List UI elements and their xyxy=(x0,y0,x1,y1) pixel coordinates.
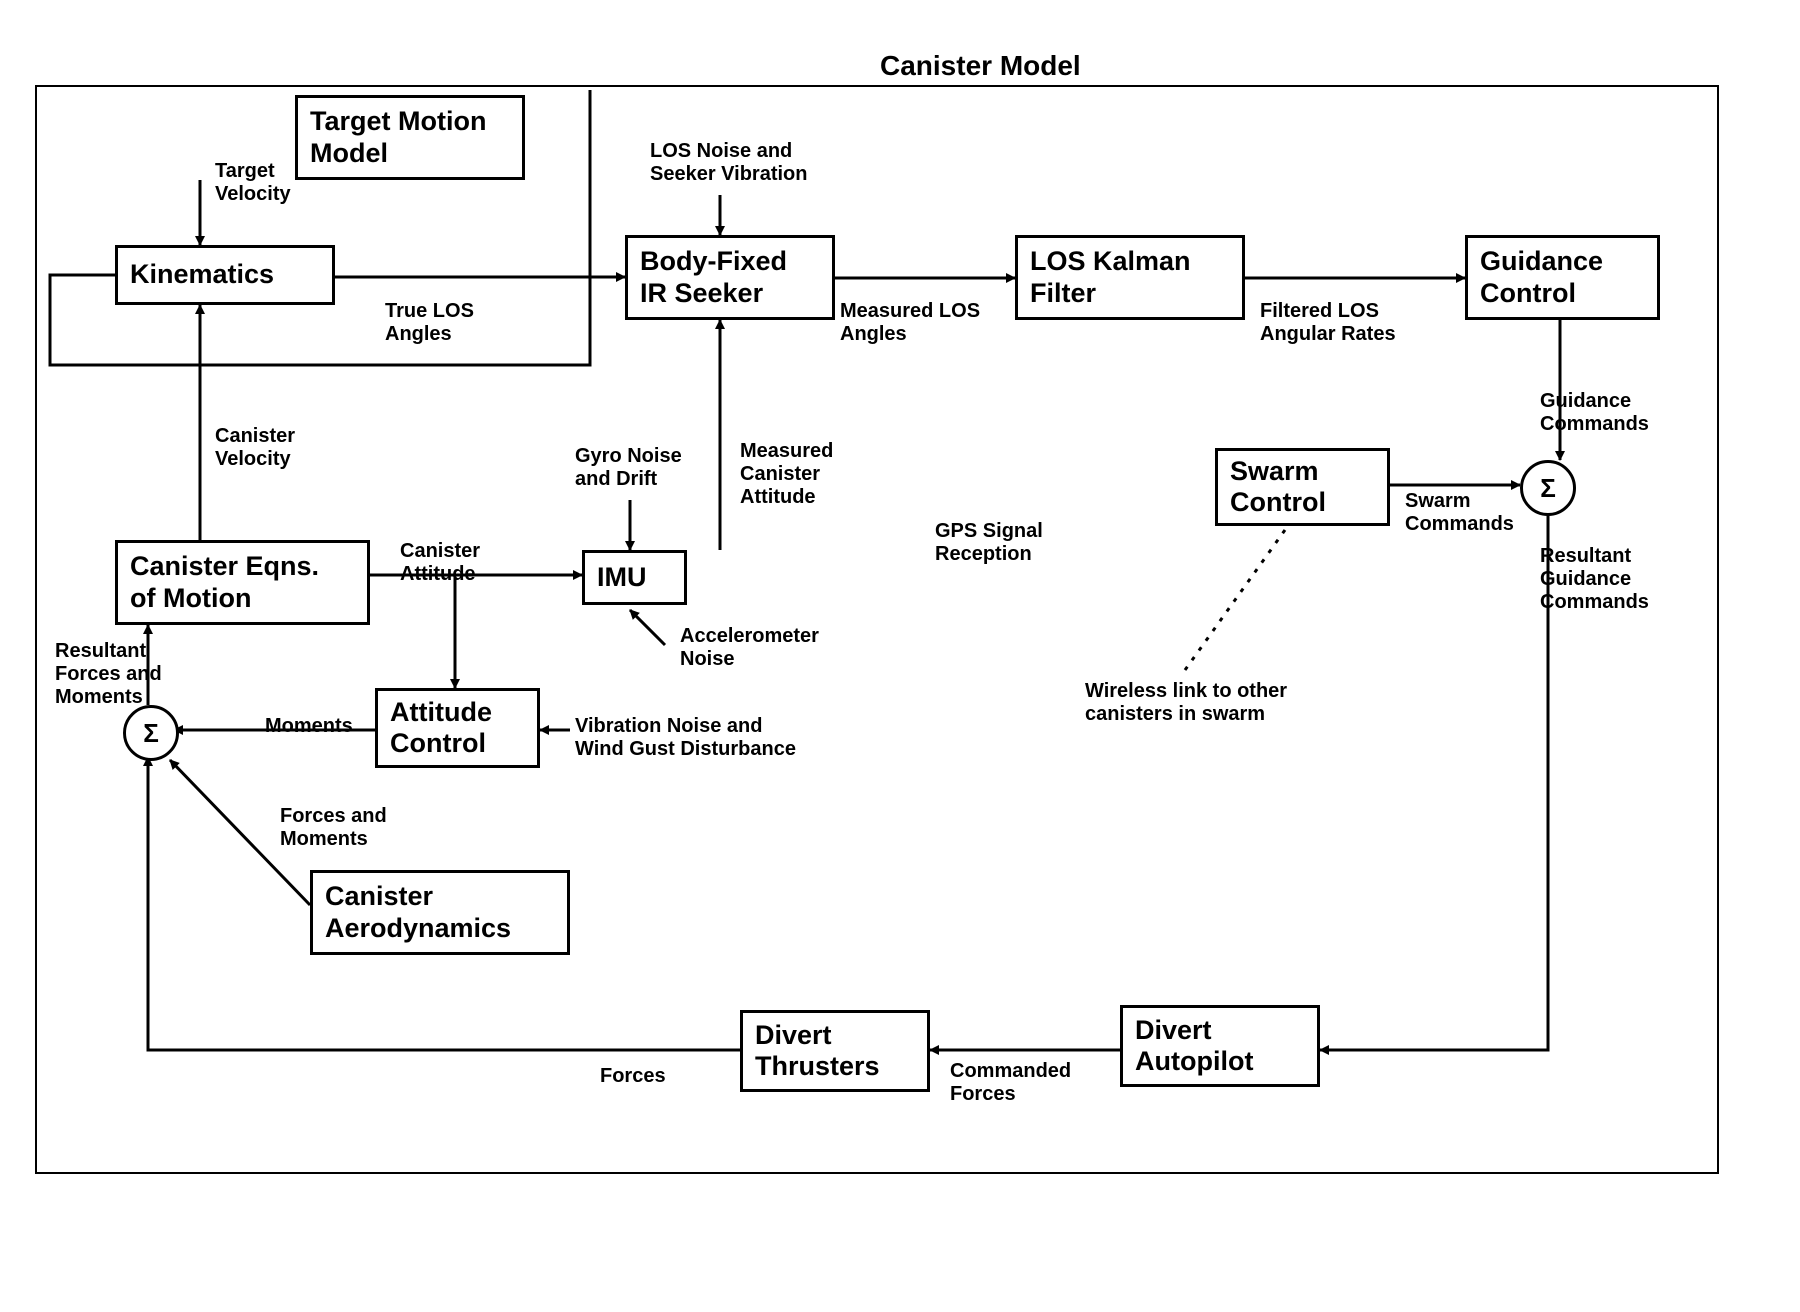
edge-wireless-to-swarm xyxy=(1185,530,1285,670)
label-gps: GPS Signal Reception xyxy=(935,520,1043,566)
block-attitude: AttitudeControl xyxy=(375,688,540,768)
label-filtered_los: Filtered LOS Angular Rates xyxy=(1260,300,1396,346)
block-swarm: SwarmControl xyxy=(1215,448,1390,526)
label-target_velocity: Target Velocity xyxy=(215,160,291,206)
label-measured_los: Measured LOS Angles xyxy=(840,300,980,346)
label-swarm_commands: Swarm Commands xyxy=(1405,490,1514,536)
edge-sum_right-to-autopilot xyxy=(1320,510,1548,1050)
label-resultant_guidance: Resultant Guidance Commands xyxy=(1540,545,1649,614)
block-target_motion: Target MotionModel xyxy=(295,95,525,180)
block-autopilot: DivertAutopilot xyxy=(1120,1005,1320,1087)
label-gyro_noise: Gyro Noise and Drift xyxy=(575,445,682,491)
label-canister_attitude: Canister Attitude xyxy=(400,540,480,586)
block-guidance: GuidanceControl xyxy=(1465,235,1660,320)
diagram-title: Canister Model xyxy=(880,50,1081,82)
label-moments: Moments xyxy=(265,715,353,738)
label-true_los: True LOS Angles xyxy=(385,300,474,346)
label-los_noise: LOS Noise and Seeker Vibration xyxy=(650,140,807,186)
sum-node-sum_right: Σ xyxy=(1520,460,1576,516)
label-canister_velocity: Canister Velocity xyxy=(215,425,295,471)
block-imu: IMU xyxy=(582,550,687,605)
edge-accel_noise-to-imu xyxy=(630,610,665,645)
block-aero: CanisterAerodynamics xyxy=(310,870,570,955)
label-wireless: Wireless link to other canisters in swar… xyxy=(1085,680,1287,726)
block-kalman: LOS KalmanFilter xyxy=(1015,235,1245,320)
block-eqns: Canister Eqns.of Motion xyxy=(115,540,370,625)
label-accel_noise: Accelerometer Noise xyxy=(680,625,819,671)
label-forces: Forces xyxy=(600,1065,666,1088)
label-guidance_commands: Guidance Commands xyxy=(1540,390,1649,436)
sum-node-sum_left: Σ xyxy=(123,705,179,761)
block-seeker: Body-FixedIR Seeker xyxy=(625,235,835,320)
label-forces_moments: Forces and Moments xyxy=(280,805,387,851)
label-vib_noise: Vibration Noise and Wind Gust Disturbanc… xyxy=(575,715,796,761)
diagram-canvas: Canister Model Target MotionModel Kinemat… xyxy=(0,0,1800,1312)
label-measured_attitude: Measured Canister Attitude xyxy=(740,440,833,509)
block-thrusters: DivertThrusters xyxy=(740,1010,930,1092)
label-commanded_forces: Commanded Forces xyxy=(950,1060,1071,1106)
block-kinematics: Kinematics xyxy=(115,245,335,305)
label-resultant_forces: Resultant Forces and Moments xyxy=(55,640,162,709)
